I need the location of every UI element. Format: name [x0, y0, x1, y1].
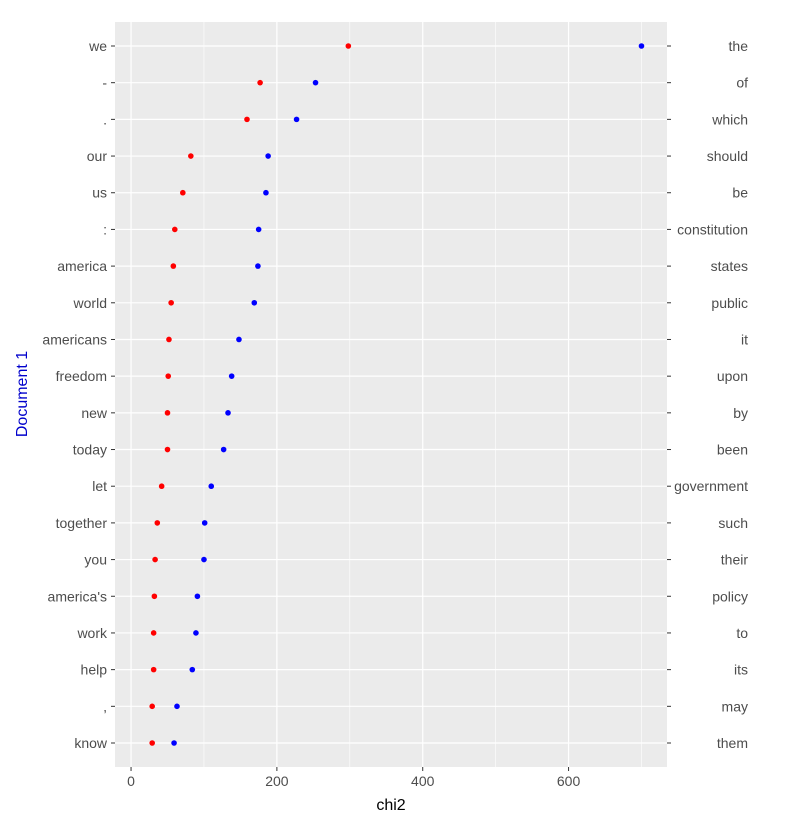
point-blue — [293, 116, 300, 123]
point-red — [170, 263, 177, 269]
y-tick-label-right: by — [733, 405, 748, 421]
point-red — [166, 336, 172, 343]
point-red — [154, 520, 161, 526]
y-tick-label-left: together — [56, 515, 108, 531]
point-blue — [220, 446, 227, 453]
tick-labels: 0 200 400 600 we the - of. which our should us be: co… — [42, 38, 748, 789]
point-red — [188, 153, 194, 159]
y-tick-label-right: be — [732, 185, 748, 201]
plot-panel — [115, 22, 667, 767]
point-blue — [265, 153, 271, 159]
y-tick-label-right: government — [674, 478, 748, 494]
y-tick-label-right: may — [722, 698, 748, 714]
point-blue — [236, 336, 242, 343]
grid-lines — [115, 22, 667, 767]
y-tick-label-left: - — [102, 75, 107, 91]
y-tick-label-right: it — [741, 331, 748, 347]
y-tick-label-right: its — [734, 662, 748, 678]
point-red — [151, 593, 158, 600]
point-red — [150, 630, 157, 636]
point-red — [149, 740, 155, 746]
y-tick-label-left: today — [73, 442, 107, 458]
y-tick-label-right: policy — [712, 588, 748, 604]
y-tick-label-right: them — [717, 735, 748, 751]
point-red — [257, 79, 263, 86]
point-red — [244, 116, 250, 123]
y-tick-label-left: you — [84, 552, 107, 568]
point-blue — [251, 299, 258, 306]
y-axis-title: Document 1 — [14, 351, 31, 437]
x-tick-label: 0 — [127, 773, 135, 789]
x-tick-label: 400 — [411, 773, 435, 789]
y-tick-label-right: the — [729, 38, 749, 54]
y-tick-label-left: our — [87, 148, 108, 164]
x-tick-label: 600 — [557, 773, 581, 789]
y-tick-label-left: help — [81, 662, 108, 678]
point-blue — [171, 740, 177, 746]
point-red — [165, 373, 172, 379]
y-tick-label-right: which — [711, 111, 748, 127]
y-tick-label-left: world — [73, 295, 107, 311]
point-blue — [208, 483, 215, 490]
y-tick-label-left: we — [88, 38, 107, 54]
point-blue — [194, 593, 201, 600]
y-tick-label-right: been — [717, 442, 748, 458]
y-tick-label-right: constitution — [677, 221, 748, 237]
point-blue — [225, 410, 231, 416]
point-red — [158, 483, 165, 490]
point-red — [150, 666, 157, 673]
y-tick-label-left: america — [57, 258, 107, 274]
y-tick-label-left: : — [103, 221, 107, 237]
point-blue — [189, 666, 196, 673]
y-tick-label-left: , — [103, 698, 107, 714]
y-tick-label-left: . — [103, 111, 107, 127]
y-tick-label-right: upon — [717, 368, 748, 384]
y-tick-label-left: let — [92, 478, 107, 494]
y-tick-label-right: to — [736, 625, 748, 641]
point-blue — [638, 43, 645, 49]
y-tick-label-right: should — [707, 148, 748, 164]
y-tick-label-left: americans — [42, 331, 107, 347]
x-tick-label: 200 — [265, 773, 289, 789]
y-tick-label-left: know — [74, 735, 108, 751]
point-red — [152, 556, 158, 563]
data-points — [149, 43, 645, 746]
y-tick-label-left: america's — [48, 588, 107, 604]
point-blue — [263, 189, 269, 196]
x-axis-title: chi2 — [376, 797, 405, 814]
point-red — [345, 43, 352, 49]
point-blue — [255, 263, 261, 269]
point-blue — [174, 703, 180, 710]
y-tick-label-left: us — [92, 185, 107, 201]
y-tick-label-left: freedom — [56, 368, 107, 384]
point-red — [164, 446, 171, 453]
y-tick-label-right: such — [718, 515, 748, 531]
point-red — [180, 189, 186, 196]
y-tick-label-left: new — [81, 405, 108, 421]
point-blue — [193, 630, 199, 636]
point-red — [164, 410, 171, 416]
point-blue — [228, 373, 235, 379]
axis-ticks — [111, 45, 671, 771]
y-tick-label-right: of — [736, 75, 748, 91]
point-red — [168, 299, 174, 306]
y-tick-label-left: work — [76, 625, 108, 641]
point-red — [171, 226, 178, 233]
point-blue — [312, 79, 319, 86]
y-tick-label-right: states — [711, 258, 748, 274]
point-blue — [201, 556, 207, 563]
point-blue — [255, 226, 262, 233]
point-blue — [201, 520, 208, 526]
y-tick-label-right: public — [711, 295, 748, 311]
y-tick-label-right: their — [721, 552, 749, 568]
point-red — [149, 703, 155, 710]
